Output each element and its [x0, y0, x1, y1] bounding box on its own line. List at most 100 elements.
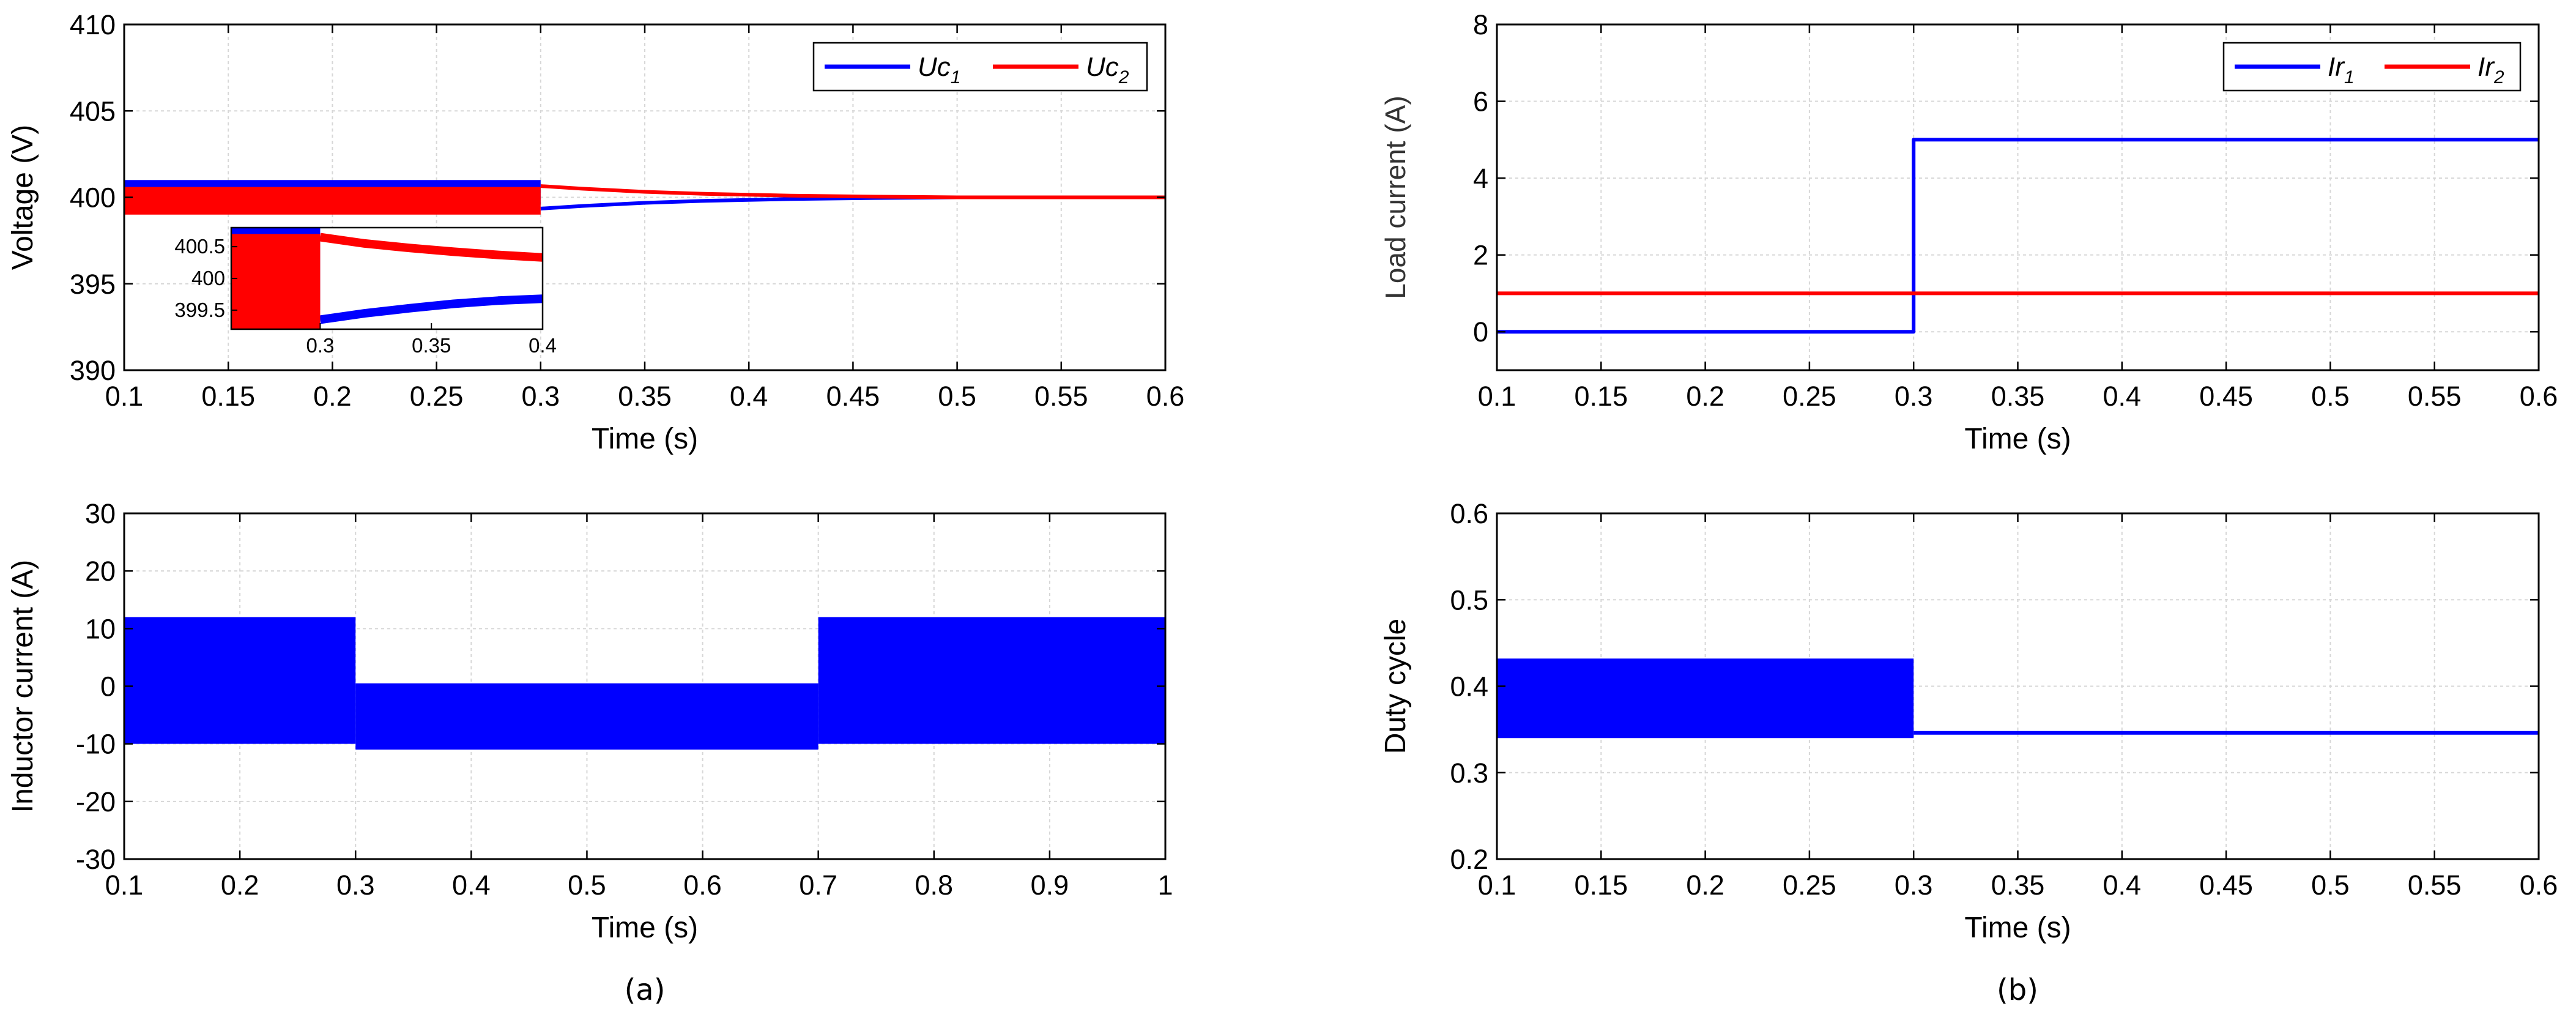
y-tick-label: 0.4 — [1450, 671, 1488, 702]
legend-subscript: 2 — [1118, 67, 1129, 87]
inset-y-tick-label: 399.5 — [174, 299, 225, 321]
legend-entry-1: Ir1 — [2235, 52, 2355, 87]
y-tick-label: 0.6 — [1450, 498, 1488, 529]
inset-series — [231, 228, 543, 329]
series-duty-cycle — [1497, 658, 2539, 739]
x-tick-label: 0.5 — [2311, 869, 2350, 901]
y-tick-label: 30 — [85, 498, 116, 529]
y-axis-label: Duty cycle — [1379, 619, 1412, 754]
x-tick-label: 0.6 — [683, 869, 722, 901]
series-1-band-1 — [124, 617, 356, 744]
y-tick-label: 410 — [70, 9, 116, 40]
y-tick-label: -20 — [76, 786, 116, 817]
y-tick-label: 400 — [70, 182, 116, 214]
series-1-band-3 — [818, 617, 1165, 744]
x-tick-label: 0.6 — [2520, 869, 2558, 901]
x-tick-label: 0.45 — [2199, 381, 2253, 412]
inset-series-1-line — [319, 294, 543, 324]
y-tick-label: 10 — [85, 613, 116, 644]
caption-b: (b) — [1997, 973, 2038, 1007]
inset-y-tick-label: 400.5 — [174, 235, 225, 258]
y-tick-label: 395 — [70, 269, 116, 300]
x-tick-label: 0.2 — [313, 381, 352, 412]
x-tick-label: 0.9 — [1031, 869, 1069, 901]
x-tick-label: 0.1 — [105, 381, 144, 412]
x-tick-label: 0.45 — [826, 381, 880, 412]
series-1-band-2 — [355, 683, 818, 750]
x-tick-label: 0.35 — [1991, 869, 2045, 901]
inset-x-tick-label: 0.4 — [529, 334, 557, 357]
x-tick-label: 0.1 — [1478, 869, 1516, 901]
y-tick-label: 6 — [1473, 86, 1488, 117]
legend: Uc1 Uc2 — [812, 42, 1148, 92]
ticks: 0.1 0.15 0.2 0.25 0.3 0.35 0.4 0.45 0.5 0.55 0.6 0 2… — [1473, 9, 2558, 412]
ticks: 0.1 0.15 0.2 0.25 0.3 0.35 0.4 0.45 0.5 0.55 0.6 39… — [70, 9, 1184, 412]
x-tick-label: 0.2 — [221, 869, 259, 901]
series-2-band-1 — [124, 187, 541, 215]
x-tick-label: 0.4 — [2103, 381, 2142, 412]
y-axis-label: Load current (A) — [1379, 95, 1411, 299]
x-axis-label: Time (s) — [592, 423, 698, 455]
x-tick-label: 0.3 — [336, 869, 375, 901]
x-tick-label: 0.35 — [618, 381, 672, 412]
inset-series-2-line — [319, 233, 543, 262]
y-tick-label: 0 — [1473, 316, 1488, 348]
x-tick-label: 0.25 — [1783, 381, 1836, 412]
inset-plot: 0.3 0.35 0.4 399.5 400 400.5 — [174, 226, 557, 357]
y-axis-label: Inductor current (A) — [7, 560, 39, 813]
series-ir1 — [1497, 138, 2539, 334]
y-tick-label: 20 — [85, 556, 116, 587]
legend-label: Uc2 — [1086, 52, 1129, 87]
caption-a: (a) — [625, 973, 666, 1007]
x-tick-label: 0.8 — [915, 869, 953, 901]
y-tick-label: 0 — [100, 671, 116, 702]
x-tick-label: 0.7 — [799, 869, 837, 901]
chart-inductor: 0.1 0.2 0.3 0.4 0.5 0.6 0.7 0.8 0.9 1 -30 -20 -10 0 10… — [7, 498, 1173, 944]
grid — [1497, 24, 2539, 370]
y-tick-label: 4 — [1473, 163, 1488, 194]
x-tick-label: 0.25 — [410, 381, 464, 412]
x-axis-label: Time (s) — [1964, 912, 2071, 944]
x-tick-label: 0.45 — [2199, 869, 2253, 901]
series-1-line — [1497, 138, 2539, 334]
x-tick-label: 0.3 — [522, 381, 560, 412]
x-tick-label: 0.1 — [105, 869, 144, 901]
x-tick-label: 0.2 — [1686, 869, 1724, 901]
x-axis-label: Time (s) — [1964, 423, 2071, 455]
x-tick-label: 0.55 — [1034, 381, 1088, 412]
legend: Ir1 Ir2 — [2222, 42, 2522, 92]
y-tick-label: 2 — [1473, 240, 1488, 271]
legend-subscript: 1 — [2344, 67, 2355, 87]
y-tick-label: 0.2 — [1450, 844, 1488, 875]
series-inductor-current — [124, 617, 1165, 750]
ticks: 0.1 0.15 0.2 0.25 0.3 0.35 0.4 0.45 0.5 0.55 0.6 0.… — [1450, 498, 2558, 901]
inset-series-2-band-1 — [231, 234, 321, 329]
series-uc2 — [124, 184, 1165, 215]
y-tick-label: 0.3 — [1450, 758, 1488, 789]
x-tick-label: 0.15 — [1575, 381, 1628, 412]
x-tick-label: 0.15 — [201, 381, 255, 412]
x-tick-label: 0.55 — [2408, 381, 2462, 412]
x-tick-label: 1 — [1157, 869, 1173, 901]
y-axis-label: Voltage (V) — [7, 125, 39, 270]
x-tick-label: 0.55 — [2408, 869, 2462, 901]
y-tick-label: 0.5 — [1450, 584, 1488, 616]
x-tick-label: 0.35 — [1991, 381, 2045, 412]
series-2-line — [540, 184, 1165, 199]
x-tick-label: 0.1 — [1478, 381, 1516, 412]
x-tick-label: 0.4 — [2103, 869, 2142, 901]
x-tick-label: 0.3 — [1895, 381, 1933, 412]
y-tick-label: -30 — [76, 844, 116, 875]
legend-subscript: 2 — [2493, 67, 2504, 87]
series-1-band-1 — [1497, 658, 1914, 739]
inset-y-tick-label: 400 — [191, 267, 225, 289]
legend-subscript: 1 — [951, 67, 961, 87]
x-tick-label: 0.2 — [1686, 381, 1724, 412]
ticks: 0.1 0.2 0.3 0.4 0.5 0.6 0.7 0.8 0.9 1 -30 -20 -10 0 10… — [76, 498, 1173, 901]
x-tick-label: 0.25 — [1783, 869, 1836, 901]
chart-load: 0.1 0.15 0.2 0.25 0.3 0.35 0.4 0.45 0.5 0.55 0.6 0 2… — [1379, 9, 2558, 455]
x-tick-label: 0.15 — [1575, 869, 1628, 901]
y-tick-label: 390 — [70, 355, 116, 386]
x-tick-label: 0.6 — [2520, 381, 2558, 412]
